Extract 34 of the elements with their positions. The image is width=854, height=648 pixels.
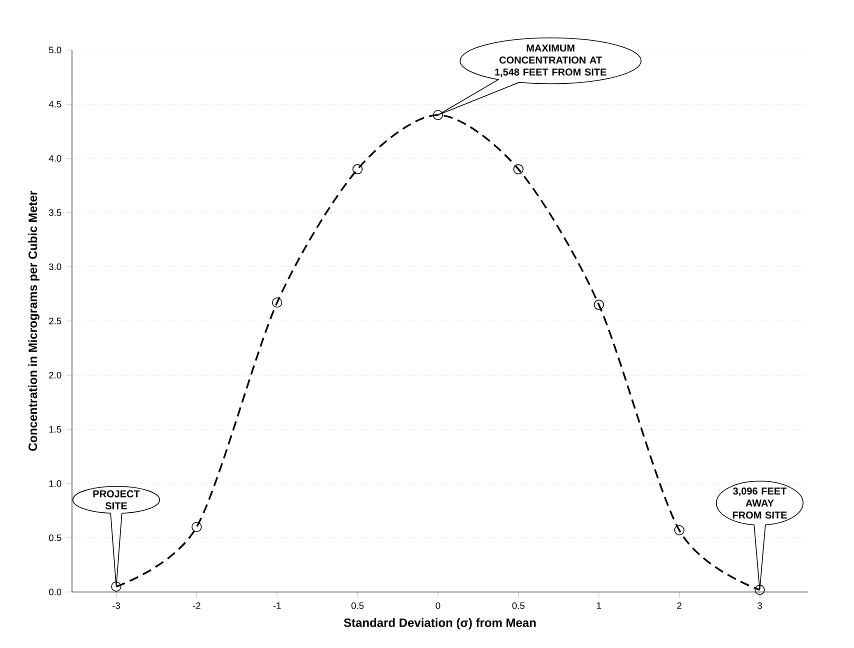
point (594, 300, 604, 310)
y-tick-label: 2.0 (49, 372, 62, 378)
point (432, 110, 444, 120)
point (272, 297, 282, 308)
x-tick-label: 0.5 (351, 602, 364, 609)
y-tick-label: 5.0 (49, 46, 62, 54)
y-tick-label: 4.0 (48, 155, 62, 162)
annotation: MAXIMUM CONCENTRATION AT 1,548 FEET FROM SITE (495, 44, 606, 78)
y-tick-label: 3.0 (48, 264, 62, 270)
x-tick-label: 1 (596, 602, 601, 609)
x-tick-label: 0 (436, 602, 440, 609)
y-tick-label: 0.5 (48, 534, 62, 542)
point (513, 164, 524, 174)
y-tick-label: 3.5 (48, 209, 62, 216)
point (674, 525, 684, 536)
y-tick-label: 4.5 (48, 100, 62, 108)
annotation: PROJECT SITE (93, 490, 140, 510)
point (352, 164, 363, 174)
y-tick-label: 2.5 (49, 318, 62, 324)
x-tick-label: -1 (273, 602, 281, 609)
x-tick-label: -3 (112, 602, 120, 609)
y-axis-title: Concentration in Micrograms per Cubic Meter (28, 190, 40, 451)
point (754, 584, 765, 595)
x-tick-label: 0.5 (512, 602, 525, 609)
x-axis-title: Standard Deviation (σ) from Mean (344, 618, 536, 630)
x-tick-label: -2 (192, 602, 200, 609)
y-tick-label: 1.5 (49, 426, 62, 433)
annotation: 3,096 FEET AWAY FROM SITE (732, 488, 787, 519)
point (111, 582, 122, 592)
y-tick-label: 1.0 (49, 480, 62, 487)
y-tick-label: 0.0 (48, 588, 62, 596)
x-tick-label: 2 (677, 602, 682, 609)
x-tick-label: 3 (757, 602, 762, 609)
point (192, 522, 202, 532)
